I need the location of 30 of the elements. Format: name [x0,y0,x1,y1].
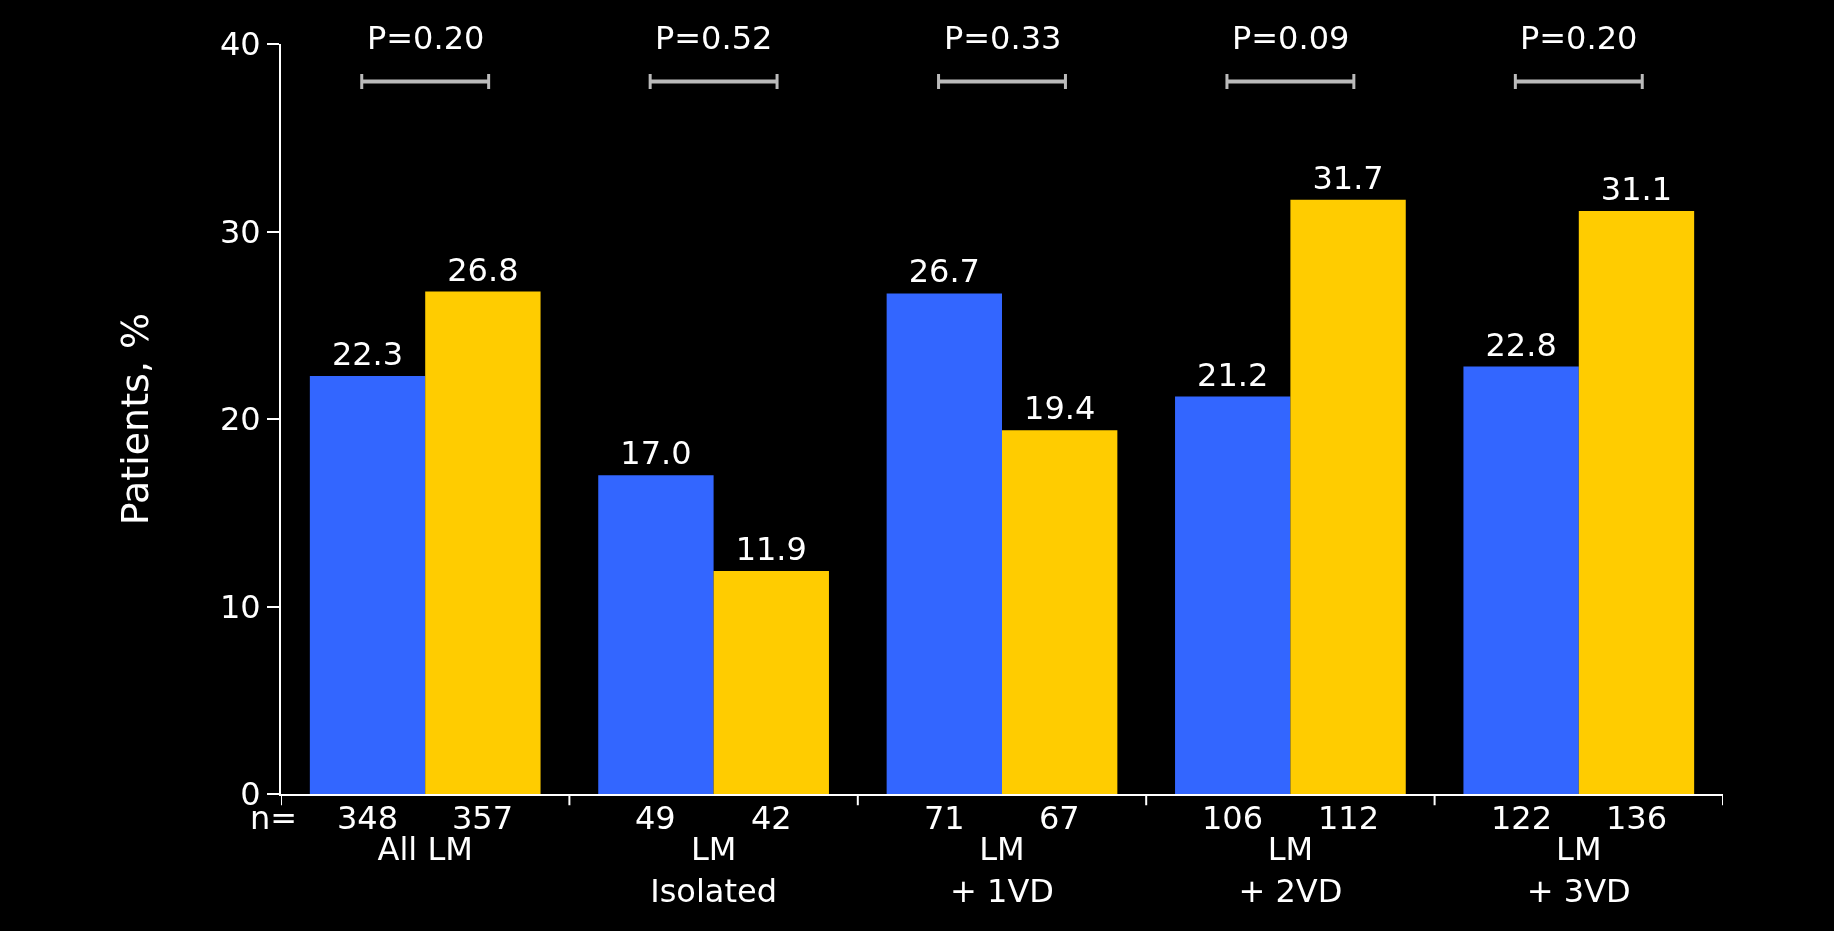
bar [309,375,426,794]
data-label: 31.7 [1312,158,1384,197]
annotation: P=0.20 [1520,19,1638,57]
data-label: 21.2 [1197,355,1269,394]
y-tick-label: 10 [219,587,261,626]
bar [886,293,1002,794]
annotation: P=0.09 [1232,19,1350,57]
annotation: P=0.20 [367,19,485,57]
bar [598,475,714,794]
bar [1290,199,1406,794]
data-label: 22.3 [331,334,404,373]
data-label: 26.8 [447,250,519,289]
annotation: P=0.52 [655,19,773,57]
data-label: 31.1 [1600,169,1673,208]
y-tick-label: 30 [219,212,261,251]
data-label: 26.7 [908,252,980,291]
bar [1175,396,1291,794]
bar [425,291,541,794]
annotation: P=0.33 [944,19,1062,57]
y-tick-label: 20 [219,400,261,439]
y-axis-title: Patients, % [112,312,157,526]
data-label: 17.0 [620,434,692,473]
bar [713,570,829,794]
bar [1002,430,1118,794]
data-label: 11.9 [735,529,807,568]
data-label: 19.4 [1024,389,1096,428]
data-label: 22.8 [1485,325,1557,364]
bar [1463,366,1579,794]
y-tick-label: 40 [219,25,261,64]
bar [1578,210,1695,794]
